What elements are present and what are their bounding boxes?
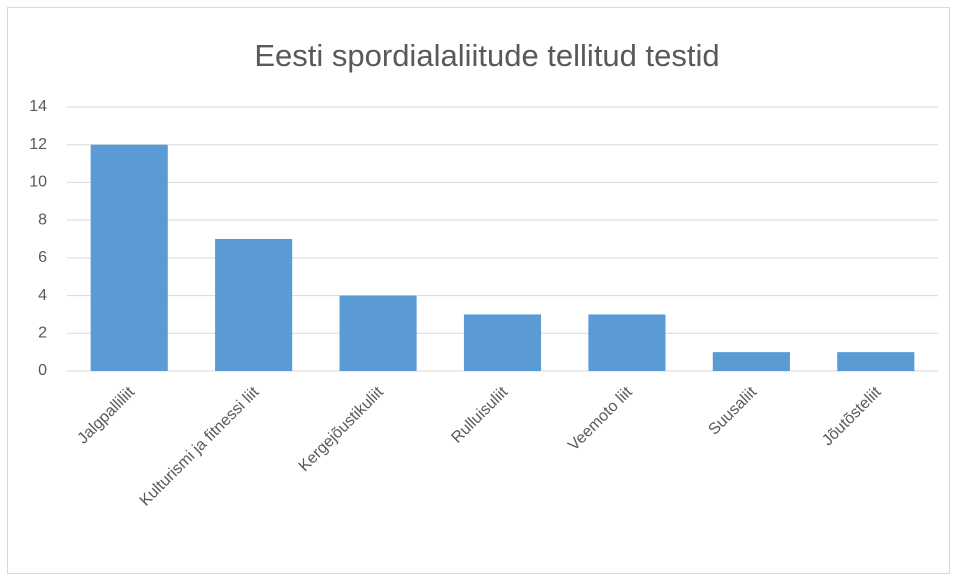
y-tick-label: 6 [38,249,47,266]
chart-title: Eesti spordialaliitude tellitud testid [254,38,719,73]
bar [837,352,915,371]
bar [588,314,666,371]
y-tick-label: 12 [29,136,47,153]
y-tick-label: 4 [38,287,47,304]
bar [215,239,293,371]
bar [712,352,790,371]
y-tick-label: 2 [38,325,47,342]
bar [90,144,168,371]
bar [339,295,417,371]
y-tick-label: 10 [29,174,47,191]
y-tick-label: 8 [38,211,47,228]
y-tick-label: 0 [38,362,47,379]
y-tick-label: 14 [29,98,47,115]
bar [463,314,542,371]
